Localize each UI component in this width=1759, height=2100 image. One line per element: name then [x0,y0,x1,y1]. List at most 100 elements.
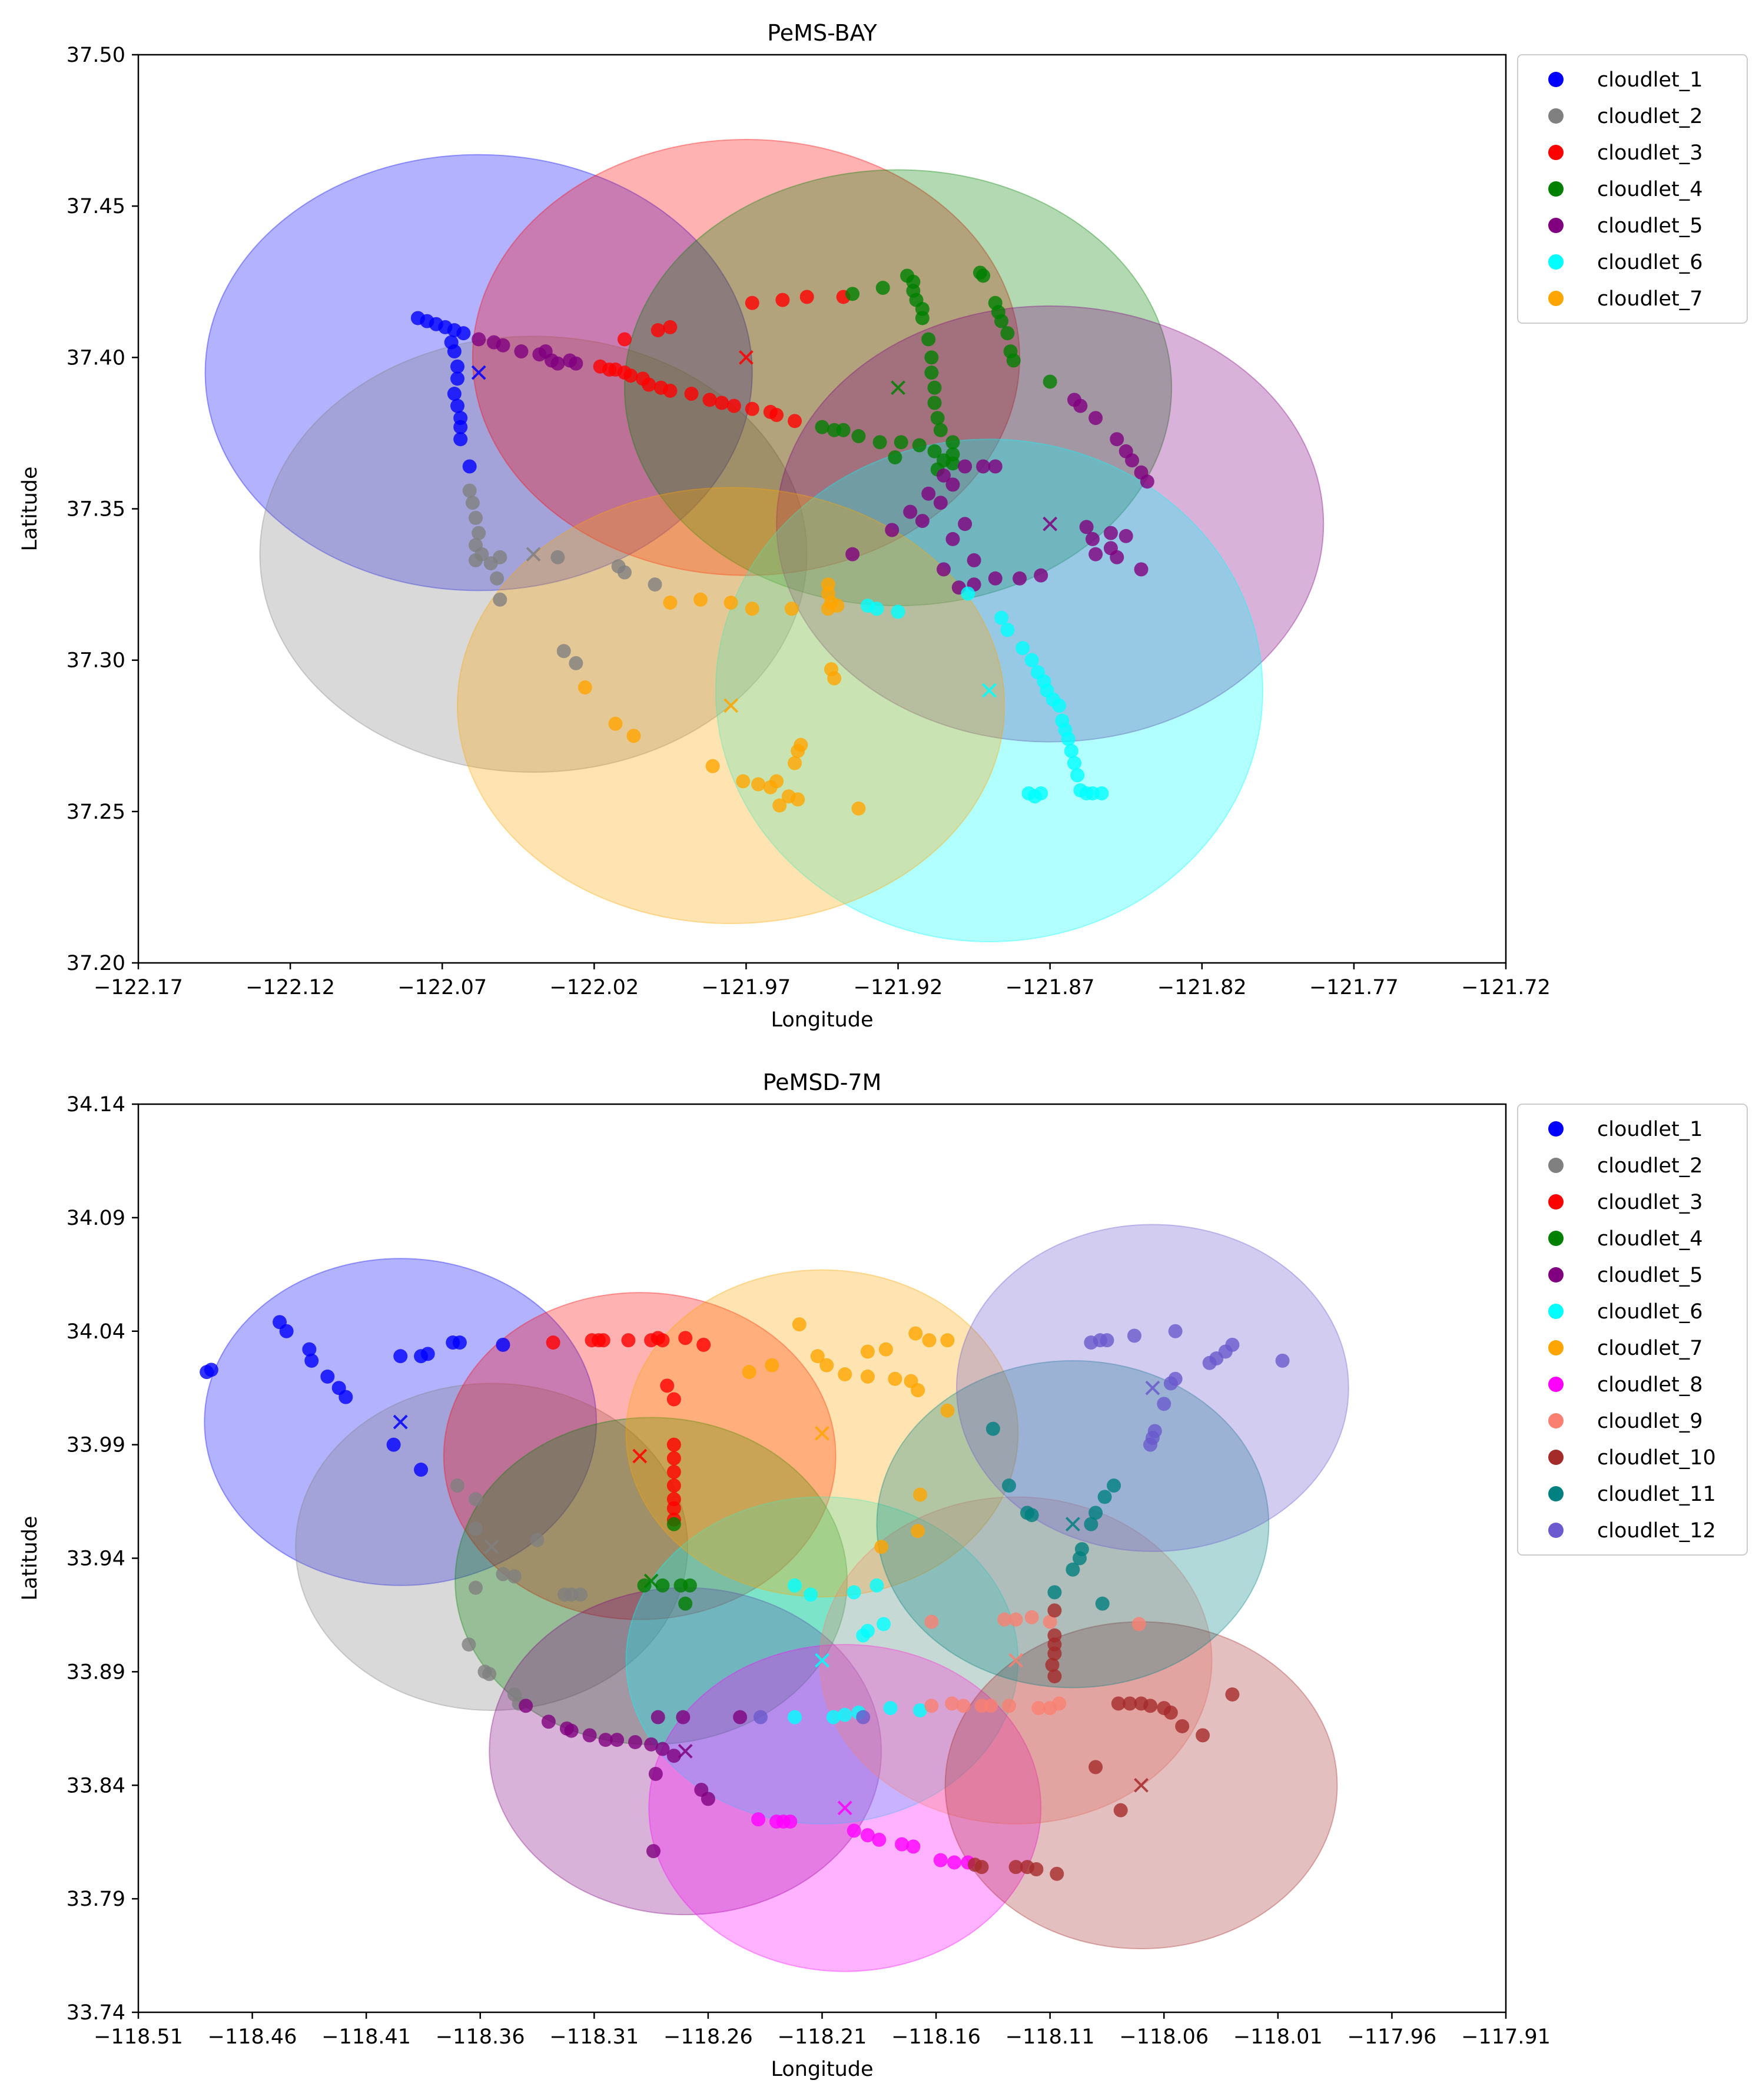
point-cloudlet_1 [414,1463,429,1477]
point-cloudlet_1 [279,1324,294,1338]
point-cloudlet_10 [967,1858,982,1872]
point-cloudlet_4 [945,435,960,450]
point-cloudlet_2 [462,1637,476,1652]
center-marker-cloudlet_4 [643,1573,659,1589]
point-cloudlet_4 [915,311,930,325]
point-cloudlet_3 [745,295,759,310]
point-cloudlet_7 [791,743,805,758]
point-cloudlet_2 [493,550,507,564]
point-cloudlet_6 [826,1710,841,1724]
y-tick-label: 33.99 [67,1434,125,1457]
point-cloudlet_2 [573,1587,588,1602]
point-cloudlet_5 [1134,562,1149,577]
legend-marker-cloudlet_11 [1548,1486,1564,1501]
x-tick-label: −118.36 [436,2025,525,2049]
point-cloudlet_6 [847,1585,861,1600]
legend-label: cloudlet_6 [1597,251,1703,274]
y-tick-label: 37.25 [67,800,125,824]
point-cloudlet_6 [860,1623,875,1638]
legend-marker-cloudlet_3 [1548,1194,1564,1210]
point-cloudlet_11 [1001,1478,1016,1493]
point-cloudlet_5 [610,1733,625,1747]
point-cloudlet_3 [642,377,656,392]
point-cloudlet_1 [304,1353,319,1368]
point-cloudlet_5 [676,1710,691,1724]
point-cloudlet_11 [1107,1478,1121,1493]
point-cloudlet_4 [872,435,887,450]
point-cloudlet_9 [1008,1612,1023,1627]
point-cloudlet_11 [1097,1490,1112,1504]
point-cloudlet_7 [745,602,759,616]
point-cloudlet_7 [912,1487,927,1502]
point-cloudlet_4 [678,1596,693,1611]
legend-marker-cloudlet_3 [1548,145,1564,160]
point-cloudlet_5 [903,504,918,519]
point-cloudlet_5 [1110,550,1124,564]
legend-label: cloudlet_10 [1597,1446,1716,1470]
point-cloudlet_7 [908,1326,923,1341]
point-cloudlet_2 [472,526,486,540]
x-axis-label: Longitude [771,2058,873,2081]
legend-label: cloudlet_6 [1597,1300,1703,1324]
point-cloudlet_5 [1073,398,1088,413]
y-tick-label: 37.45 [67,195,125,218]
point-cloudlet_5 [651,1710,665,1724]
legend-marker-cloudlet_6 [1548,1304,1564,1319]
point-cloudlet_6 [1067,756,1081,770]
point-cloudlet_2 [617,565,632,580]
center-marker-cloudlet_7 [815,1426,829,1441]
point-cloudlet_10 [1047,1646,1062,1661]
point-cloudlet_6 [891,604,905,619]
point-cloudlet_9 [1131,1617,1146,1632]
x-tick-label: −118.16 [891,2025,981,2049]
point-cloudlet_9 [956,1699,971,1713]
point-cloudlet_2 [490,571,505,586]
point-cloudlet_5 [936,468,951,483]
center-marker-cloudlet_7 [723,698,739,713]
point-cloudlet_1 [462,459,477,474]
legend-label: cloudlet_2 [1597,105,1703,128]
point-cloudlet_7 [788,756,802,770]
legend-marker-cloudlet_2 [1548,1158,1564,1173]
point-cloudlet_5 [1119,529,1133,543]
point-cloudlet_7 [608,716,623,731]
point-cloudlet_7 [851,801,866,816]
legend-marker-cloudlet_1 [1548,1121,1564,1137]
center-marker-cloudlet_1 [471,365,486,380]
chart-title: PeMSD-7M [763,1069,882,1095]
point-cloudlet_7 [693,592,708,607]
point-cloudlet_9 [1043,1614,1057,1629]
point-cloudlet_4 [836,423,851,437]
y-tick-label: 37.50 [67,44,125,67]
point-cloudlet_8 [895,1837,910,1852]
point-cloudlet_3 [696,1337,711,1352]
y-tick-label: 34.04 [67,1320,125,1344]
point-cloudlet_3 [715,396,729,410]
point-cloudlet_3 [666,1451,681,1466]
point-cloudlet_4 [1000,326,1015,341]
point-cloudlet_7 [940,1333,955,1348]
x-tick-label: −121.92 [854,976,943,999]
legend-label: cloudlet_5 [1597,1264,1703,1287]
point-cloudlet_10 [1111,1696,1126,1711]
point-cloudlet_5 [885,523,900,537]
center-marker-cloudlet_11 [1065,1517,1080,1532]
point-cloudlet_1 [420,1347,435,1361]
point-cloudlet_3 [666,1392,681,1407]
plot-area [204,139,1325,942]
point-cloudlet_10 [1225,1687,1240,1702]
legend-marker-cloudlet_10 [1548,1450,1564,1465]
legend-label: cloudlet_8 [1597,1373,1703,1397]
center-marker-cloudlet_4 [891,380,905,396]
point-cloudlet_4 [888,450,902,465]
legend-marker-cloudlet_7 [1548,1340,1564,1355]
point-cloudlet_11 [1088,1506,1103,1520]
point-cloudlet_5 [598,1733,613,1747]
point-cloudlet_5 [550,356,565,371]
point-cloudlet_2 [469,553,483,567]
x-axis-label: Longitude [771,1008,873,1032]
chart-pems-bay: −122.17 −122.12 −122.07 −122.02 −121.97 −121.… [18,20,1748,1032]
point-cloudlet_5 [933,496,948,510]
point-cloudlet_4 [994,314,1009,328]
y-tick-label: 37.20 [67,952,125,975]
